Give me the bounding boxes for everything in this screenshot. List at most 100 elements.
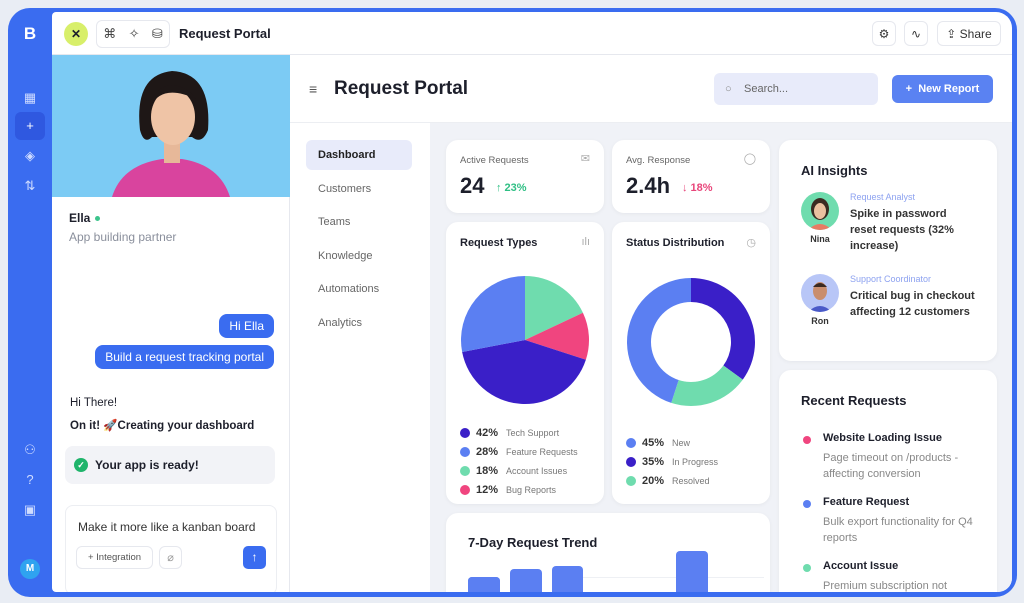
send-button[interactable]: ↑ xyxy=(243,546,266,569)
slice-account-issues xyxy=(525,276,583,340)
legend-percent: 45% xyxy=(642,437,665,449)
swap-icon[interactable]: ⇅ xyxy=(24,178,36,193)
chat-composer[interactable]: Make it more like a kanban board + Integ… xyxy=(65,505,277,592)
legend-percent: 35% xyxy=(642,456,665,468)
request-title: Feature Request xyxy=(823,496,910,508)
search-input[interactable]: ○ Search... xyxy=(714,73,878,105)
legend-label: In Progress xyxy=(672,457,719,467)
new-report-button[interactable]: + New Report xyxy=(892,75,993,103)
request-title: Website Loading Issue xyxy=(823,432,942,444)
ready-notice: ✓ Your app is ready! xyxy=(65,446,275,484)
settings-button[interactable]: ⚙ xyxy=(872,21,896,46)
nav-item-automations[interactable]: Automations xyxy=(318,283,380,295)
close-button[interactable]: ✕ xyxy=(64,22,88,46)
calendar-icon[interactable]: ▣ xyxy=(23,502,37,517)
legend-label: Account Issues xyxy=(506,466,568,476)
insight-role: Support Coordinator xyxy=(850,274,932,284)
legend-item: 45% New xyxy=(626,437,690,449)
legend-item: 35% In Progress xyxy=(626,456,718,468)
stat-delta: ↑ 23% xyxy=(496,182,527,194)
activity-button[interactable]: ∿ xyxy=(904,21,928,46)
stat-value: 2.4h xyxy=(626,173,671,198)
user-avatar[interactable]: M xyxy=(20,559,40,579)
legend-label: Resolved xyxy=(672,476,710,486)
slice-feature-requests xyxy=(461,276,525,352)
legend-swatch xyxy=(460,485,470,495)
legend-percent: 18% xyxy=(476,465,499,477)
inbox-icon: ✉ xyxy=(580,153,590,165)
tool-group: ⌘ ✧ ⛁ xyxy=(96,20,170,48)
legend-label: Tech Support xyxy=(506,428,560,438)
add-icon[interactable]: + xyxy=(15,112,45,140)
card-title: 7-Day Request Trend xyxy=(468,535,598,550)
status-dot xyxy=(803,436,811,444)
menu-icon[interactable]: ≡ xyxy=(309,81,318,97)
card-title: Status Distribution xyxy=(626,237,725,249)
stat-delta: ↓ 18% xyxy=(682,182,713,194)
request-desc: Bulk export functionality for Q4 reports xyxy=(823,516,973,544)
legend-item: 42% Tech Support xyxy=(460,427,559,439)
user-message: Hi Ella xyxy=(219,314,274,338)
nav-item-analytics[interactable]: Analytics xyxy=(318,317,363,329)
request-types-card: Request Types ılı 42% Tech Support 28% Feat… xyxy=(446,222,604,504)
nav-item-knowledge[interactable]: Knowledge xyxy=(318,250,373,262)
legend-percent: 12% xyxy=(476,484,499,496)
share-button[interactable]: ⇪ Share xyxy=(937,21,1001,46)
grid-icon[interactable]: ▦ xyxy=(23,90,37,105)
card-title: AI Insights xyxy=(801,163,868,178)
insight-name: Ron xyxy=(811,316,829,326)
request-desc: Page timeout on /products - affecting co… xyxy=(823,452,959,480)
insight-text: Spike in password reset requests (32% in… xyxy=(850,208,954,252)
legend-label: New xyxy=(672,438,691,448)
users-icon[interactable]: ⚇ xyxy=(24,442,36,457)
app-title: Request Portal xyxy=(179,26,271,41)
page-title: Request Portal xyxy=(334,78,469,99)
nav-item-dashboard[interactable]: Dashboard xyxy=(306,140,412,170)
user-message: Build a request tracking portal xyxy=(95,345,274,369)
trend-card: 7-Day Request Trend xyxy=(446,513,770,592)
legend-label: Feature Requests xyxy=(506,447,578,457)
dashboard: Active Requests 24 ↑ 23% ✉ Avg. Response… xyxy=(430,123,1012,592)
stat-card-avg-response: Avg. Response 2.4h ↓ 18% ◯ xyxy=(612,140,770,213)
help-icon[interactable]: ? xyxy=(26,472,34,487)
legend-item: 28% Feature Requests xyxy=(460,446,578,458)
main-area: ≡ Request Portal ○ Search... + New Report… xyxy=(290,55,1012,592)
legend-swatch xyxy=(460,466,470,476)
trend-bar xyxy=(510,569,542,592)
trend-bar xyxy=(676,551,708,592)
legend-percent: 28% xyxy=(476,446,499,458)
legend-swatch xyxy=(460,447,470,457)
legend-label: Bug Reports xyxy=(506,485,557,495)
tools-icon[interactable]: ⌘ xyxy=(103,26,117,41)
insight-name: Nina xyxy=(810,234,830,244)
logo-icon: B xyxy=(23,24,37,43)
online-indicator xyxy=(95,216,101,222)
sparkle-icon[interactable]: ✧ xyxy=(128,26,140,41)
nav-item-teams[interactable]: Teams xyxy=(318,216,351,228)
avatar xyxy=(801,274,839,312)
status-donut xyxy=(627,278,755,406)
database-icon[interactable]: ⛁ xyxy=(151,26,163,41)
check-circle-icon: ◷ xyxy=(746,237,756,249)
stat-label: Avg. Response xyxy=(626,155,691,166)
status-dot xyxy=(803,500,811,508)
page-header: ≡ Request Portal ○ Search... + New Report xyxy=(290,55,1012,123)
nav-item-customers[interactable]: Customers xyxy=(318,183,372,195)
layers-icon[interactable]: ◈ xyxy=(25,148,35,163)
side-nav: Dashboard Customers Teams Knowledge Auto… xyxy=(290,123,430,592)
composer-input[interactable]: Make it more like a kanban board xyxy=(78,520,256,534)
attach-button[interactable]: ⌀ xyxy=(159,546,182,569)
chat-panel: Ella App building partner Hi Ella Build … xyxy=(52,55,290,592)
request-title: Account Issue xyxy=(823,560,899,572)
slice-tech-support xyxy=(462,340,586,404)
slice-in-progress xyxy=(691,278,755,380)
trend-bar xyxy=(468,577,500,592)
slice-resolved xyxy=(671,365,743,406)
integration-button[interactable]: + Integration xyxy=(76,546,153,569)
legend-percent: 42% xyxy=(476,427,499,439)
trend-bar xyxy=(552,566,583,592)
request-types-pie xyxy=(461,276,589,404)
slice-new xyxy=(627,278,691,403)
recent-requests-card: Recent Requests Website Loading Issue Pag… xyxy=(779,370,997,592)
chat-icon: ◯ xyxy=(743,153,756,165)
